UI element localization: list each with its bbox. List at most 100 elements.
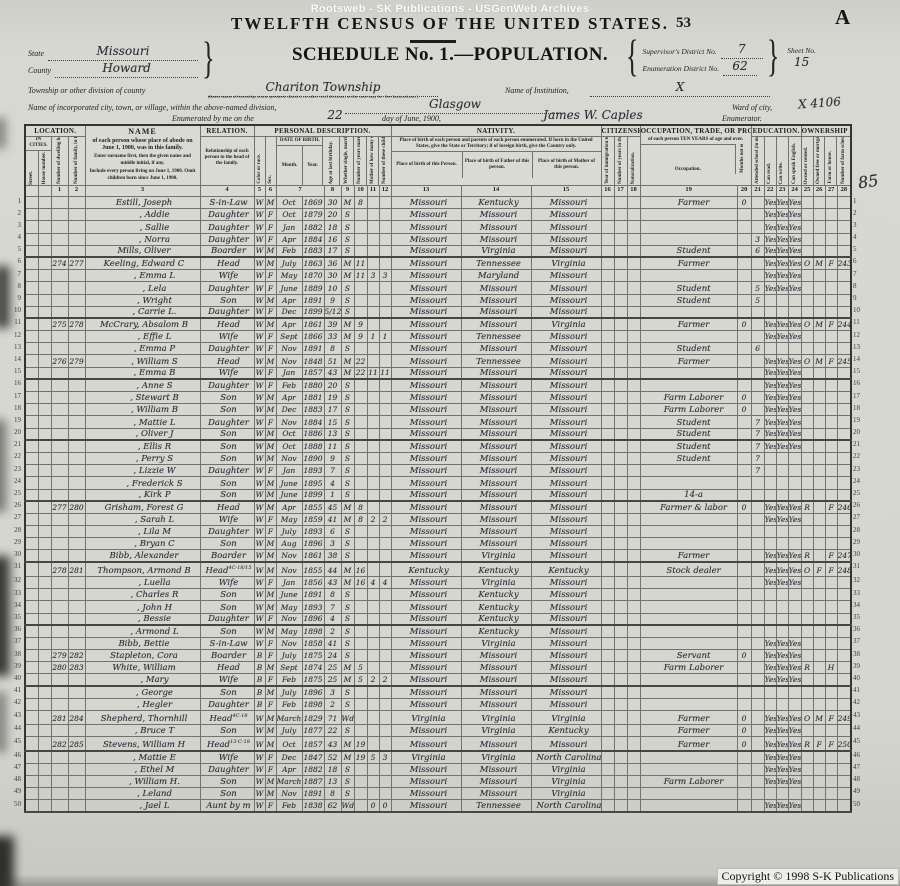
cell-birth-month: Dec [275,750,303,764]
cell-mother-birthplace: Missouri [530,685,602,699]
cell-mother-birthplace: Virginia [530,774,602,788]
watermark: Rootsweb - SK Publications - USGenWeb Ar… [310,3,590,15]
cell-years-in-us [613,366,628,381]
cell-color: W [253,600,266,614]
cell-marital-status: S [340,774,355,788]
line-number: 33 [853,589,860,597]
cell-home-owned-rented [800,281,814,295]
cell-home-owned-rented [800,786,814,801]
cell-can-read [763,305,777,320]
cell-father-birthplace: Missouri [460,293,532,307]
cell-street [24,588,39,602]
cell-can-read: Yes [763,378,777,393]
cell-father-birthplace: Virginia [460,723,532,738]
cell-father-birthplace: Virginia [460,636,532,651]
cell-home-owned-rented [800,195,814,210]
cell-marital-status: M [340,354,355,368]
cell-birth-month: June [275,281,303,295]
cell-birthplace: Missouri [390,464,462,478]
cell-immigration-year [600,661,615,675]
cell-can-read: Yes [763,575,777,590]
cell-can-read [763,786,777,801]
cell-children-living [378,208,392,222]
cell-street [24,774,39,788]
cell-owned-free-mortgaged [812,750,826,764]
cell-years-in-us [613,525,628,539]
cell-relation: Daughter [199,697,255,712]
cell-dwelling-number [50,774,69,788]
cell-can-read [763,476,777,490]
cell-age: 2 [323,624,342,638]
cell-farm-schedule [836,600,852,614]
cell-street [24,305,39,320]
cell-birth-year: 1881 [301,390,325,405]
cell-house-number [37,697,52,712]
cell-farm-schedule [836,439,852,453]
line-number: 10 [853,306,860,314]
cell-birthplace: Missouri [390,451,462,466]
cell-relation: Son [199,624,255,638]
cell-birthplace: Missouri [390,390,462,405]
cell-naturalization [626,415,641,429]
cell-birth-year: 1898 [301,624,325,638]
cell-occupation: Student [639,244,738,259]
line-number: 28 [853,526,860,534]
cell-family-number [67,451,86,466]
cell-marital-status: M [340,673,355,688]
cell-street [24,600,39,614]
enumerator-line: James W. Caples [478,106,708,125]
cell-home-owned-rented [800,293,814,307]
cell-children-living: 1 [378,330,392,344]
line-number: 3 [853,221,857,229]
line-number: 22 [853,452,860,460]
cell-birth-year: 1879 [301,208,325,222]
cell-naturalization [626,244,641,259]
cell-sex: M [264,786,277,801]
cell-mother-birthplace: Missouri [530,390,602,405]
cell-color: W [253,427,266,442]
line-number: 44 [853,724,860,732]
cell-birthplace: Missouri [390,588,462,602]
person-row: 278 281 Thompson, Armond B Head4C-18/15 W M No… [24,561,852,577]
cell-birth-month: Apr [275,390,303,405]
cell-mother-of-children [366,415,380,429]
cell-speak-english: Yes [787,281,802,295]
line-number: 42 [853,698,860,706]
cell-marital-status: M [340,512,355,527]
cell-years-in-us [613,439,628,453]
cell-age: 1 [323,488,342,503]
cell-can-write: Yes [775,723,789,738]
cell-house-number [37,390,52,405]
cell-can-write [775,588,789,602]
cell-school-months [750,403,765,417]
line-number: 17 [853,392,860,400]
cell-family-number: 284 [67,710,86,725]
person-row: , Emma P Daughter W F Nov 1891 8 S Missouri Misso… [24,342,852,356]
cell-years-in-us [613,342,628,356]
cell-color: B [253,697,266,712]
cell-months-not-employed: 0 [736,500,752,514]
cell-sex: M [264,403,277,417]
cell-speak-english [787,612,802,627]
line-number: 23 [853,465,860,473]
cell-naturalization [626,649,641,663]
cell-birthplace: Missouri [390,736,462,752]
cell-years-married [353,208,368,222]
cell-father-birthplace: Kentucky [460,600,532,614]
cell-dwelling-number [50,525,69,539]
cell-color: W [253,439,266,453]
cell-years-in-us [613,232,628,246]
cell-sex: M [264,427,277,442]
cell-immigration-year [600,588,615,602]
cell-color: W [253,451,266,466]
cell-mother-birthplace: Kentucky [530,723,602,738]
cell-marital-status: Wd [340,799,355,813]
cell-farm-or-house: F [824,549,838,564]
cell-occupation [639,232,738,246]
cell-home-owned-rented [800,762,814,776]
cell-immigration-year [600,673,615,688]
cell-children-living [378,525,392,539]
cell-home-owned-rented [800,525,814,539]
cell-birth-month: July [275,723,303,738]
cell-can-read: Yes [763,390,777,405]
